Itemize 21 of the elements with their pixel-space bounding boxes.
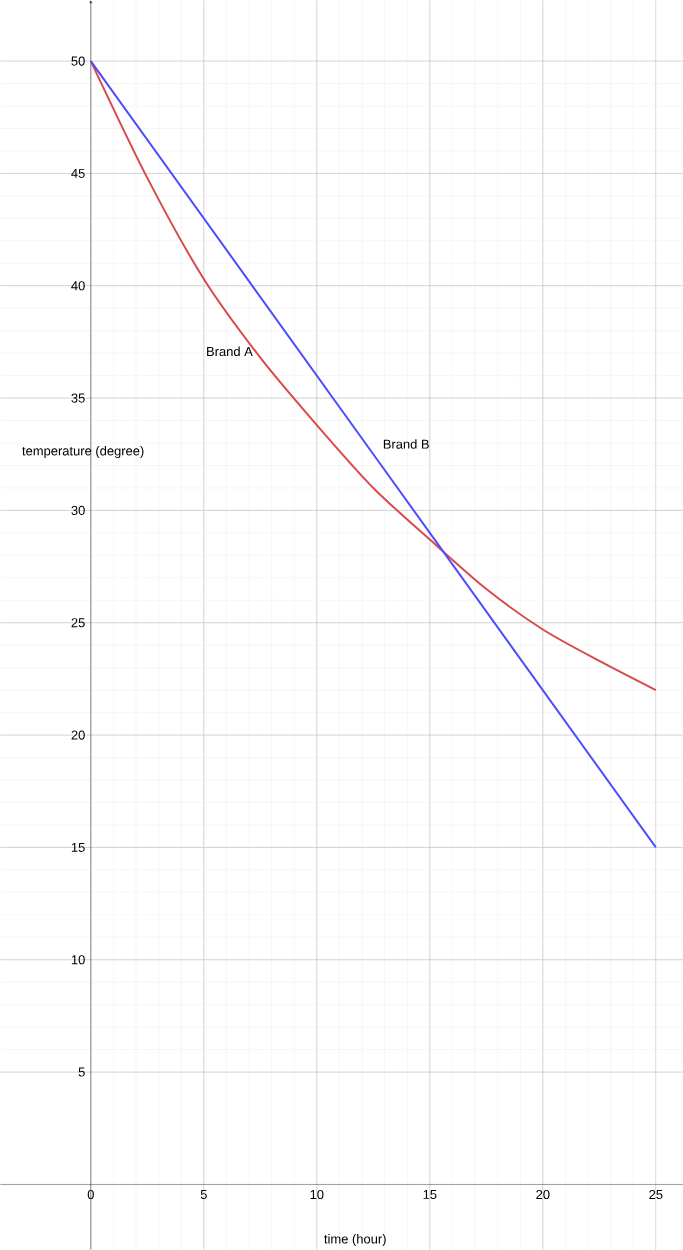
y-tick-label: 40 <box>71 281 85 291</box>
x-tick-label: 15 <box>423 1189 437 1199</box>
y-tick-label: 35 <box>71 393 85 403</box>
y-tick-label: 50 <box>71 56 85 66</box>
y-tick-label: 20 <box>71 730 85 740</box>
x-tick-label: 25 <box>649 1189 663 1200</box>
x-tick-label: 0 <box>87 1189 94 1200</box>
y-tick-label: 25 <box>71 618 85 628</box>
y-axis-title: temperature (degree) <box>22 445 144 459</box>
x-tick-label: 20 <box>536 1189 550 1200</box>
y-tick-label: 30 <box>71 505 85 515</box>
y-tick-label: 10 <box>71 955 85 965</box>
series-label: Brand A <box>206 346 253 357</box>
x-tick-label: 5 <box>200 1189 207 1199</box>
x-axis-title: time (hour) <box>323 1234 386 1247</box>
y-tick-label: 45 <box>71 168 85 178</box>
x-tick-label: 10 <box>310 1189 324 1200</box>
y-tick-label: 15 <box>71 842 85 852</box>
series-label: Brand B <box>383 439 429 449</box>
line-series <box>89 60 657 692</box>
y-tick-label: 5 <box>78 1067 85 1077</box>
